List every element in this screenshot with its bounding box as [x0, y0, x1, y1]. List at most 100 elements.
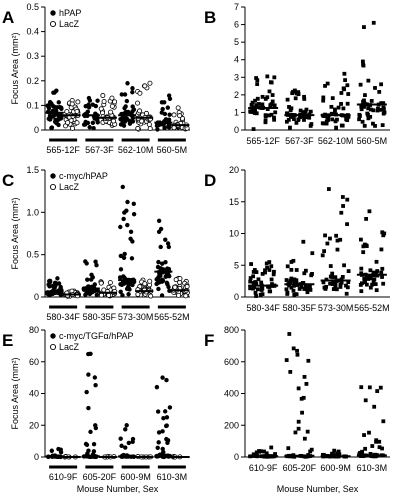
- y-tick-label: 15: [229, 197, 239, 207]
- data-point: [345, 83, 350, 88]
- data-point: [301, 110, 306, 115]
- data-point: [359, 385, 364, 390]
- data-point: [184, 284, 190, 290]
- data-point: [155, 277, 160, 282]
- data-point: [304, 107, 309, 112]
- y-tick-label: 7: [234, 2, 239, 12]
- data-point: [158, 244, 163, 250]
- data-point: [343, 78, 347, 82]
- panel-letter: E: [2, 331, 13, 350]
- data-point: [285, 111, 290, 116]
- data-point: [253, 290, 258, 295]
- legend-label: hPAP: [59, 8, 81, 18]
- data-point: [107, 280, 113, 286]
- data-point: [124, 116, 129, 121]
- data-point: [249, 103, 254, 107]
- data-point: [251, 127, 256, 131]
- data-point: [375, 389, 380, 393]
- data-point: [69, 101, 75, 107]
- data-point: [291, 258, 296, 263]
- x-tick-label: 605-20F: [83, 472, 117, 482]
- data-point: [159, 110, 165, 115]
- data-point: [296, 386, 301, 391]
- y-tick-label: 0: [234, 125, 239, 135]
- data-point: [259, 449, 264, 454]
- data-point: [263, 120, 268, 125]
- data-point: [336, 105, 341, 110]
- data-point: [302, 271, 307, 276]
- data-point: [162, 125, 167, 131]
- data-point: [254, 111, 259, 116]
- data-point: [359, 266, 364, 271]
- data-point: [46, 106, 52, 111]
- data-point: [339, 102, 343, 106]
- data-point: [118, 253, 124, 259]
- data-point: [273, 452, 277, 456]
- legend-label: c-myc/TGFα/hPAP: [59, 331, 134, 341]
- data-point: [271, 272, 276, 277]
- data-point: [161, 416, 166, 421]
- data-point: [369, 99, 374, 103]
- data-point: [110, 118, 116, 124]
- data-point: [338, 285, 343, 289]
- data-point: [94, 292, 100, 298]
- data-point: [373, 123, 377, 128]
- data-point: [98, 106, 104, 112]
- data-point: [52, 90, 57, 95]
- data-point: [376, 106, 380, 111]
- data-point: [112, 99, 118, 105]
- data-point: [295, 352, 300, 357]
- data-point: [251, 110, 256, 115]
- data-point: [268, 289, 273, 294]
- data-point: [363, 398, 368, 403]
- data-point: [288, 370, 293, 374]
- data-point: [122, 210, 127, 215]
- panel-letter: C: [2, 171, 14, 190]
- data-point: [163, 274, 168, 279]
- data-point: [93, 259, 98, 264]
- data-point: [88, 429, 93, 435]
- data-point: [340, 195, 345, 199]
- data-point: [120, 184, 125, 190]
- data-point: [167, 288, 172, 294]
- data-point: [256, 277, 261, 282]
- data-point: [130, 439, 135, 445]
- data-point: [126, 281, 131, 287]
- data-point: [292, 292, 297, 297]
- data-point: [301, 281, 306, 285]
- x-tick-label: 567-3F: [85, 145, 114, 155]
- data-point: [127, 121, 133, 126]
- data-point: [380, 266, 385, 271]
- data-point: [122, 105, 127, 111]
- data-point: [377, 439, 382, 444]
- data-point: [146, 122, 152, 128]
- data-point: [129, 256, 135, 261]
- data-point: [333, 283, 338, 288]
- data-point: [379, 270, 384, 275]
- data-point: [299, 285, 304, 289]
- data-point: [330, 271, 335, 276]
- y-tick-label: 600: [224, 357, 239, 367]
- x-tick-label: 567-3F: [285, 136, 314, 146]
- data-point: [125, 222, 130, 228]
- data-point: [330, 117, 335, 122]
- data-point: [95, 98, 100, 103]
- x-tick-label: 573-30M: [318, 303, 354, 313]
- data-point: [334, 125, 338, 130]
- data-point: [359, 289, 364, 294]
- y-tick-label: 0: [34, 452, 39, 462]
- data-point: [47, 284, 52, 289]
- data-point: [300, 410, 304, 415]
- data-point: [364, 217, 369, 221]
- data-point: [373, 282, 378, 286]
- data-point: [142, 281, 148, 287]
- data-point: [172, 284, 178, 290]
- data-point: [55, 276, 60, 281]
- data-point: [128, 236, 133, 241]
- data-point: [118, 289, 123, 294]
- data-point: [329, 104, 334, 109]
- data-point: [263, 114, 268, 119]
- data-point: [359, 107, 364, 112]
- data-point: [254, 103, 259, 108]
